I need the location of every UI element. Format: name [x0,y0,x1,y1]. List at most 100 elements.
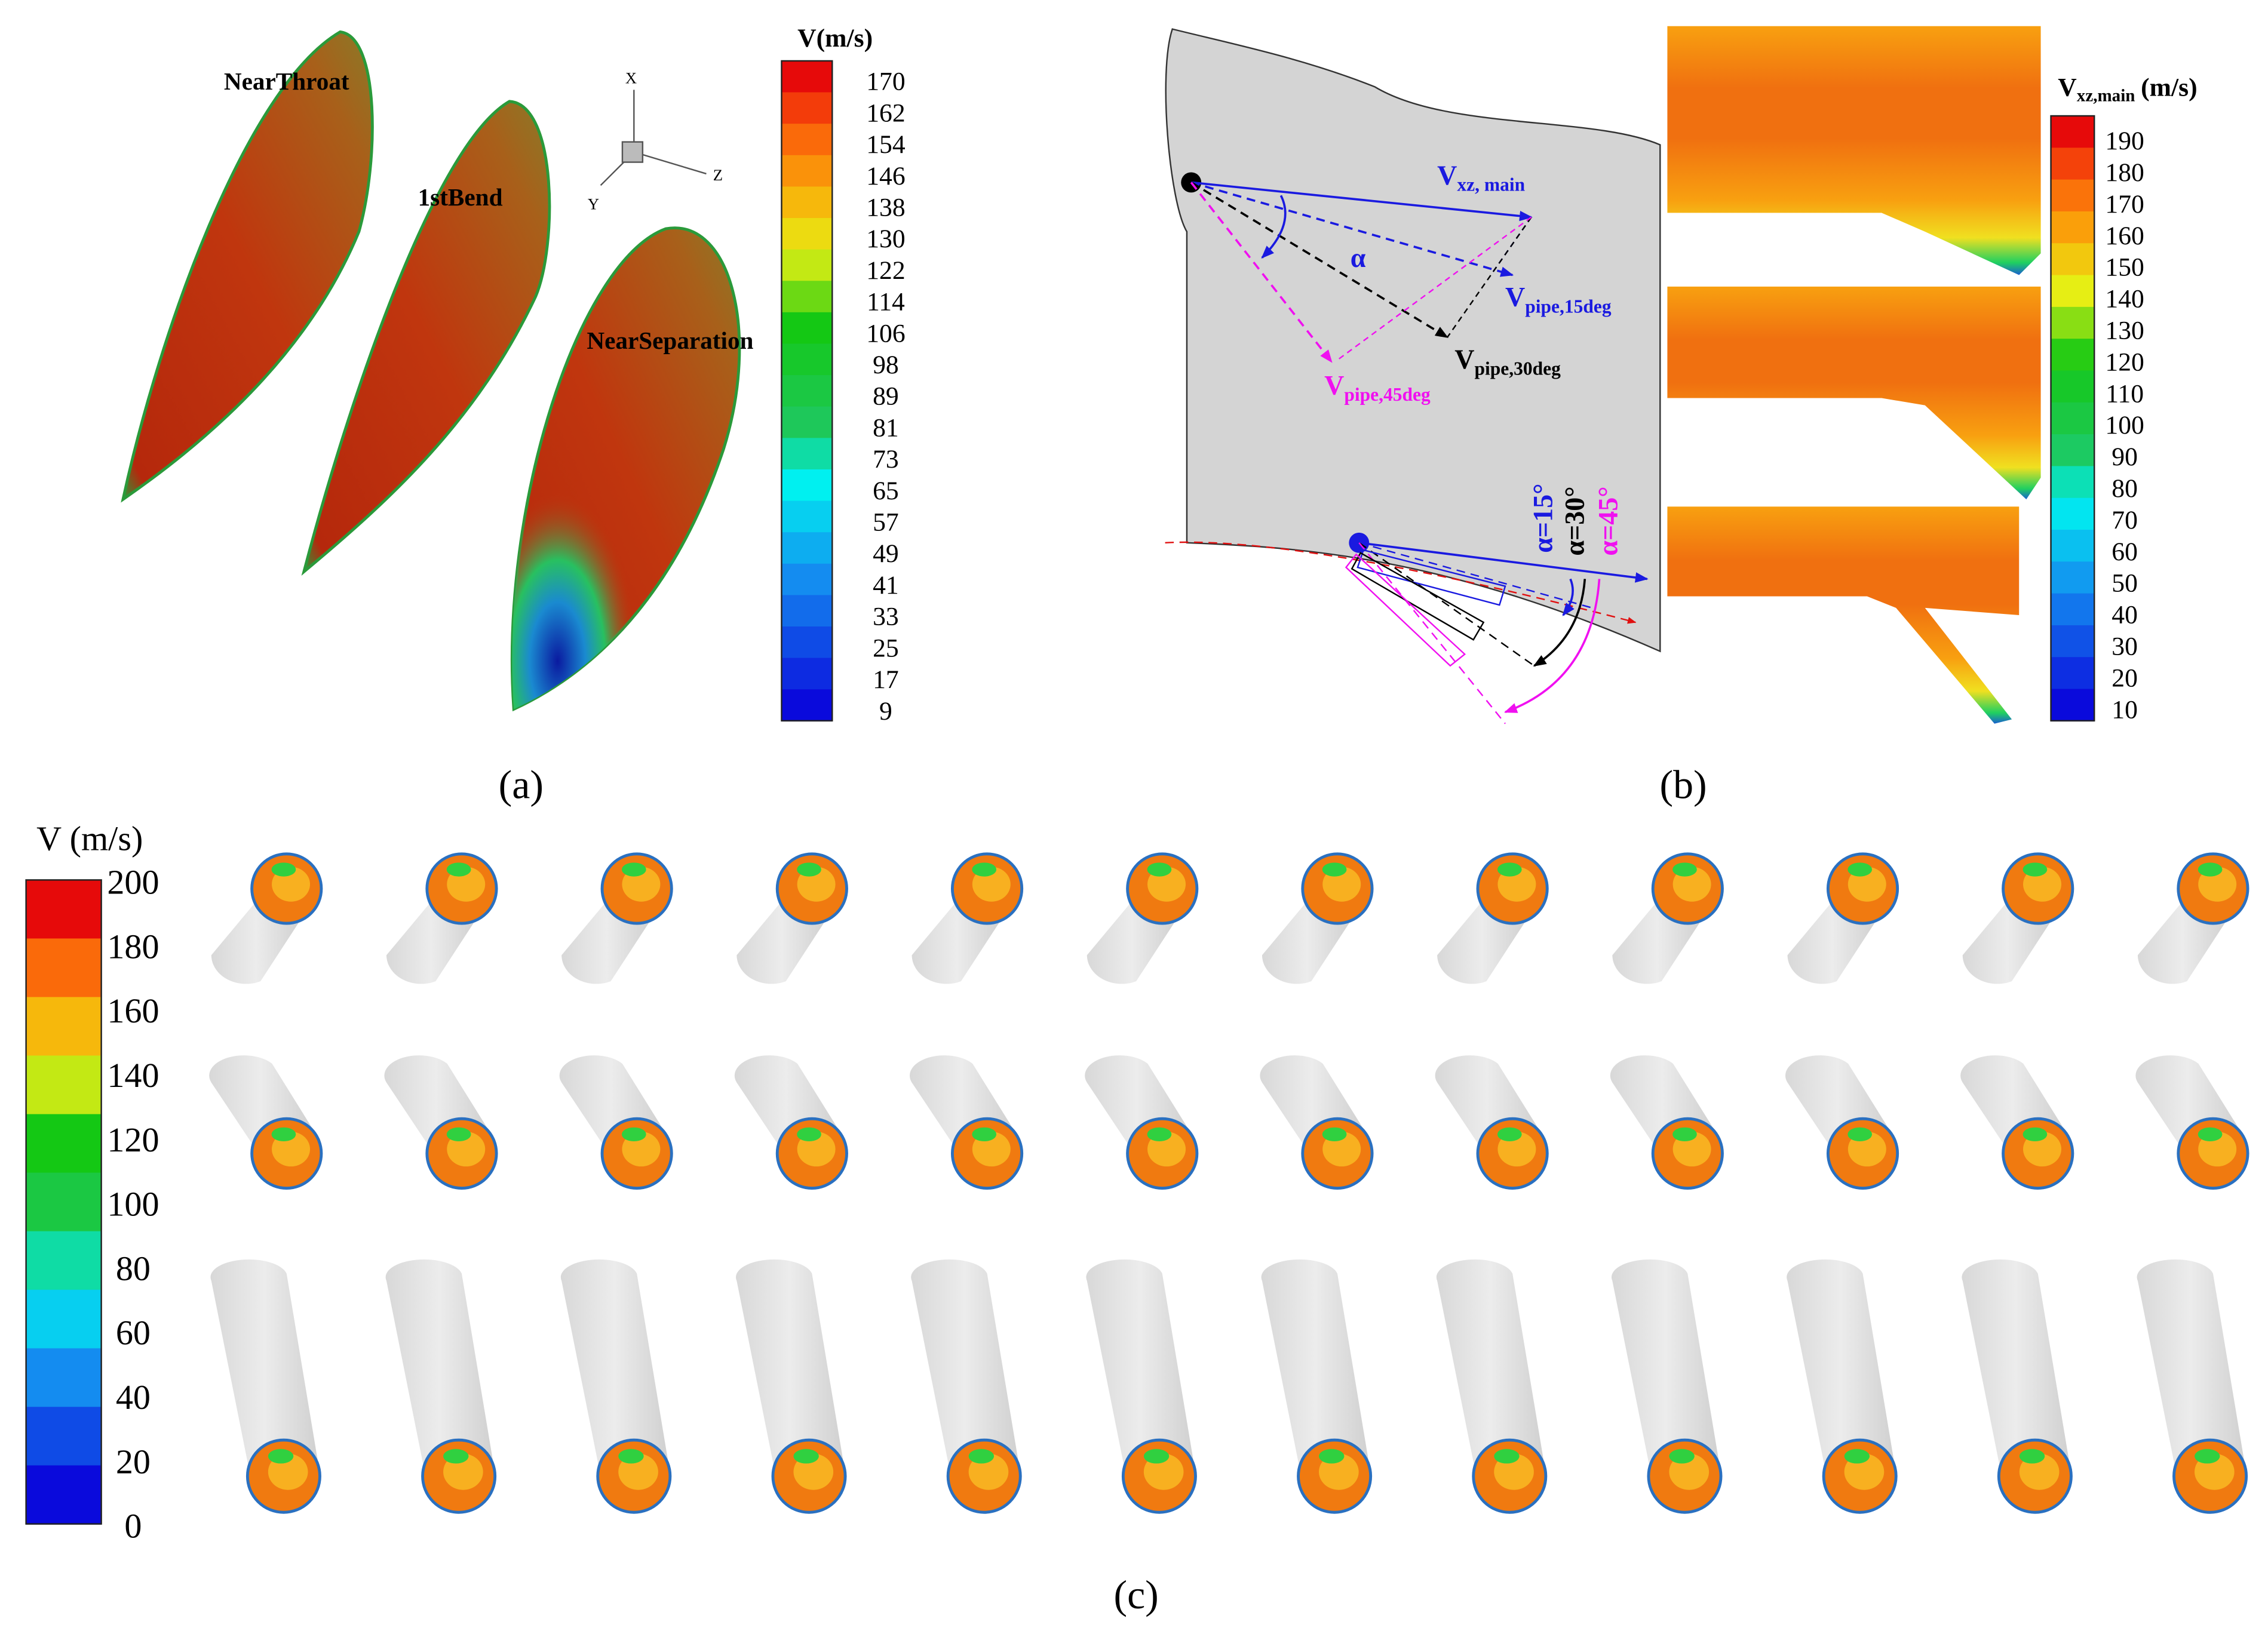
color-band [2051,148,2095,180]
separation-zone [512,228,739,710]
colorbar-tick-label: 33 [873,603,899,631]
colorbar-tick-label: 57 [873,508,899,537]
section-spot [2198,862,2223,877]
section-spot [1143,1449,1170,1464]
colorbar-frame [2050,115,2095,722]
v: V [1505,281,1525,312]
colorbar-tick-label: 50 [2112,569,2138,598]
color-band [781,595,833,628]
axis-label: Y [588,195,599,213]
pipe-body [1611,1259,1720,1469]
pipe-body [385,1259,494,1469]
colorbar-tick-label: 0 [124,1507,142,1546]
contour-plots [1667,26,2041,724]
colorbar-tick-label: 150 [2105,253,2144,282]
section-spot [446,862,471,877]
colorbar-tick-label: 120 [107,1120,159,1159]
panel-b: Vxz, main Vpipe,15deg Vpipe,30deg Vpipe,… [1165,26,2198,807]
colorbar-tick-label: 40 [116,1378,151,1417]
caption: (a) [499,762,544,807]
colorbar-frame [781,60,833,722]
angle-label: α=45° [1592,486,1623,555]
colorbar-title: V (m/s) [36,819,143,858]
sub: pipe,45deg [1344,384,1431,405]
section-spot [621,862,646,877]
colorbar-tick-label: 114 [867,288,905,317]
color-band [781,500,833,533]
v: V [2058,73,2077,102]
pipe-sections [209,852,2249,1514]
vector-label: Vxz, main [1437,160,1525,195]
color-band [26,1289,102,1349]
v: V [1324,370,1344,400]
section-spot [1497,862,1522,877]
colorbar-tick-label: 98 [873,351,899,379]
colorbar-tick-label: 40 [2112,601,2138,629]
colorbar-tick-label: 10 [2112,695,2138,724]
domain [1165,28,1661,653]
angle-label: α=15° [1527,483,1558,552]
color-band [26,1231,102,1291]
colorbar-tick-label: 162 [866,99,905,127]
color-band [26,1114,102,1174]
color-band [26,1172,102,1232]
section-spot [1844,1449,1870,1464]
pipe-body [210,1259,319,1469]
colorbar-tick-label: 154 [866,130,906,159]
colorbar-tick-label: 9 [879,697,892,726]
color-band [2051,339,2095,371]
section-spot [1497,1127,1522,1142]
pipe-body [2137,1259,2245,1469]
color-band [2051,689,2095,722]
colorbar-tick-label: 90 [2112,443,2138,471]
section-spot [2019,1449,2045,1464]
vector-label: Vpipe,30deg [1454,343,1561,379]
blade [301,100,551,576]
colorbar-tick-label: 20 [116,1442,151,1481]
color-band [781,60,833,93]
section-label: 1stBend [418,183,503,211]
angle-label: α [1351,242,1366,273]
sub: xz,main [2077,86,2135,105]
pipe-body [736,1259,844,1469]
color-band [781,312,833,345]
colorbar-tick-label: 80 [2112,474,2138,503]
colorbar-tick-label: 160 [2105,222,2144,250]
colorbar-title: V(m/s) [797,24,873,53]
color-band [2051,497,2095,531]
color-band [781,92,833,125]
section-spot [621,1127,646,1142]
color-band [781,281,833,314]
color-band [781,218,833,250]
section-spot [1147,862,1172,877]
colorbar-title: Vxz,main (m/s) [2058,73,2197,105]
section-spot [268,1449,294,1464]
colorbar-tick-label: 41 [873,571,899,600]
pipe-body [1787,1259,1895,1469]
color-band [2051,593,2095,626]
colorbar-tick-label: 81 [873,413,899,442]
sub: pipe,30deg [1474,358,1561,379]
axis-label: X [625,69,637,87]
section-spot [271,862,296,877]
color-band [26,1465,102,1525]
color-band [781,375,833,407]
caption: (b) [1660,762,1707,807]
colorbar-tick-label: 49 [873,539,899,568]
colorbar-tick-label: 17 [873,665,899,694]
section-spot [797,862,821,877]
color-band [26,938,102,998]
color-band [781,249,833,282]
color-band [2051,561,2095,594]
section-spot [2023,1127,2048,1142]
section-spot [1319,1449,1345,1464]
colorbar-tick-label: 73 [873,445,899,474]
pipe-body [1086,1259,1195,1469]
color-band [781,689,833,722]
colorbar-tick-label: 110 [2106,379,2144,408]
colorbar-tick-label: 200 [107,862,159,901]
color-band [781,563,833,596]
section-spot [1672,1127,1697,1142]
